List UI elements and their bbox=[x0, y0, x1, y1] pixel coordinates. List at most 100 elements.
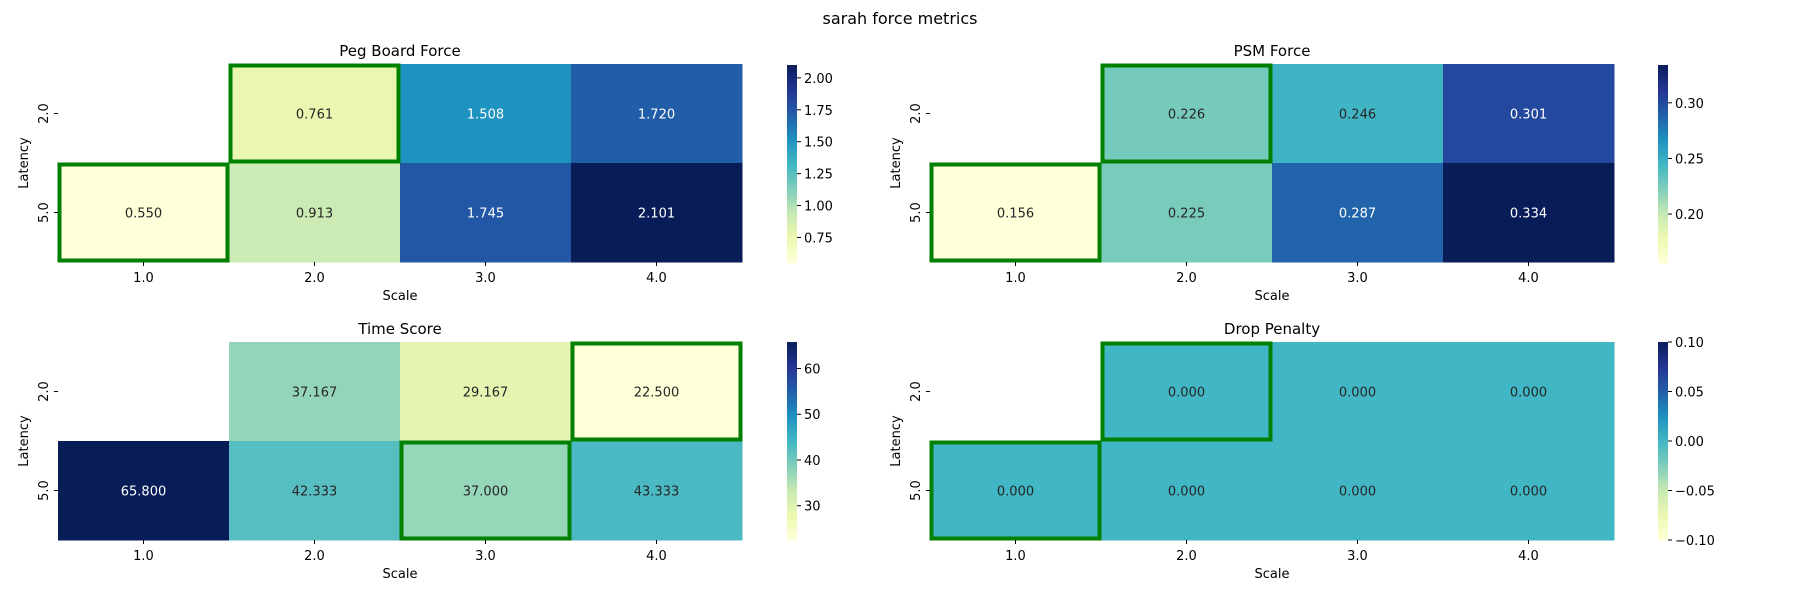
colorbar-segment bbox=[787, 401, 797, 406]
colorbar-segment bbox=[1658, 203, 1668, 208]
cell-label: 0.000 bbox=[1339, 485, 1376, 500]
y-axis-label: Latency bbox=[17, 137, 32, 189]
colorbar-segment bbox=[1658, 65, 1668, 69]
colorbar-segment bbox=[787, 421, 797, 426]
heatmap-cell bbox=[1272, 441, 1444, 541]
colorbar-segment bbox=[787, 104, 797, 109]
colorbar-segment bbox=[1658, 101, 1668, 106]
colorbar-segment bbox=[1658, 147, 1668, 152]
colorbar-segment bbox=[1658, 140, 1668, 145]
colorbar-segment bbox=[787, 140, 797, 145]
colorbar-segment bbox=[787, 437, 797, 442]
y-tick-label: 2.0 bbox=[909, 103, 924, 124]
cell-label: 0.301 bbox=[1510, 108, 1547, 123]
heatmap-panel: Drop Penalty 0.000 0.000 0.000 0.000 0.000 0.0… bbox=[889, 320, 1715, 582]
colorbar-segment bbox=[787, 384, 797, 389]
colorbar-tick-label: 0.30 bbox=[1675, 97, 1704, 112]
colorbar-segment bbox=[787, 239, 797, 244]
colorbar-segment bbox=[1658, 441, 1668, 445]
cell-label: 0.000 bbox=[1339, 386, 1376, 401]
y-axis-label: Latency bbox=[889, 415, 904, 467]
colorbar-segment bbox=[1658, 510, 1668, 515]
colorbar-segment bbox=[1658, 404, 1668, 409]
cell-label: 29.167 bbox=[463, 386, 509, 401]
highlight-box bbox=[399, 440, 572, 541]
colorbar-segment bbox=[787, 210, 797, 215]
colorbar-tick-label: 40 bbox=[804, 454, 821, 469]
colorbar-segment bbox=[1658, 345, 1668, 350]
heatmap-cell bbox=[571, 64, 743, 164]
colorbar-tick-label: 1.00 bbox=[804, 200, 833, 215]
colorbar-segment bbox=[787, 223, 797, 228]
highlight-box bbox=[929, 440, 1102, 541]
x-axis-label: Scale bbox=[1255, 567, 1290, 582]
colorbar-segment bbox=[1658, 375, 1668, 379]
heatmap-cell bbox=[571, 441, 743, 541]
colorbar-segment bbox=[1658, 437, 1668, 442]
colorbar-segment bbox=[787, 233, 797, 238]
colorbar-tick-label: 60 bbox=[804, 363, 821, 378]
colorbar-segment bbox=[787, 173, 797, 178]
colorbar-segment bbox=[1658, 164, 1668, 168]
x-tick-label: 4.0 bbox=[1518, 549, 1539, 564]
x-tick-label: 3.0 bbox=[1347, 271, 1368, 286]
colorbar-segment bbox=[787, 150, 797, 155]
colorbar-segment bbox=[1658, 530, 1668, 534]
colorbar-segment bbox=[787, 243, 797, 248]
colorbar-tick-label: 0.10 bbox=[1675, 336, 1704, 351]
colorbar-segment bbox=[1658, 474, 1668, 478]
colorbar-segment bbox=[1658, 394, 1668, 399]
colorbar-segment bbox=[787, 355, 797, 360]
colorbar-segment bbox=[1658, 91, 1668, 96]
colorbar-segment bbox=[1658, 259, 1668, 264]
cell-label: 0.913 bbox=[296, 207, 333, 222]
colorbar-tick-label: 30 bbox=[804, 500, 821, 515]
cell-label: 1.745 bbox=[467, 207, 504, 222]
colorbar-tick-label: 0.20 bbox=[1675, 208, 1704, 223]
heatmap-cell bbox=[571, 342, 743, 442]
colorbar-segment bbox=[787, 391, 797, 396]
colorbar-segment bbox=[1658, 497, 1668, 501]
heatmap-cell bbox=[1101, 64, 1273, 164]
colorbar-segment bbox=[1658, 477, 1668, 482]
colorbar-segment bbox=[787, 507, 797, 511]
colorbar-segment bbox=[787, 206, 797, 211]
heatmap-cell bbox=[229, 163, 401, 263]
heatmap-cell bbox=[1272, 64, 1444, 164]
cell-label: 0.156 bbox=[997, 207, 1034, 222]
colorbar-segment bbox=[787, 68, 797, 73]
colorbar-segment bbox=[787, 193, 797, 198]
colorbar-segment bbox=[1658, 177, 1668, 182]
colorbar-segment bbox=[1658, 249, 1668, 254]
colorbar-segment bbox=[787, 358, 797, 363]
colorbar-segment bbox=[1658, 253, 1668, 257]
colorbar-segment bbox=[787, 74, 797, 79]
colorbar-segment bbox=[1658, 427, 1668, 432]
colorbar-segment bbox=[1658, 124, 1668, 129]
colorbar-segment bbox=[787, 510, 797, 515]
x-tick-label: 4.0 bbox=[646, 271, 667, 286]
colorbar-segment bbox=[787, 497, 797, 501]
colorbar-segment bbox=[1658, 197, 1668, 201]
colorbar-segment bbox=[1658, 187, 1668, 191]
heatmap-panel: PSM Force 0.226 0.246 0.301 0.156 0.225 0.287 0… bbox=[889, 42, 1704, 304]
colorbar-segment bbox=[1658, 398, 1668, 402]
cell-label: 2.101 bbox=[638, 207, 675, 222]
heatmap-cell bbox=[229, 64, 401, 164]
colorbar-segment bbox=[787, 493, 797, 498]
highlight-box bbox=[570, 341, 743, 442]
colorbar-segment bbox=[787, 375, 797, 379]
colorbar-segment bbox=[1658, 520, 1668, 525]
highlight-box bbox=[929, 162, 1102, 263]
heatmap-cell bbox=[229, 441, 401, 541]
y-tick-label: 2.0 bbox=[37, 381, 52, 402]
colorbar-segment bbox=[1658, 523, 1668, 528]
colorbar-segment bbox=[1658, 384, 1668, 389]
x-tick-label: 4.0 bbox=[646, 549, 667, 564]
heatmap-panel: Peg Board Force 0.761 1.508 1.720 0.550 0.913… bbox=[17, 42, 833, 304]
x-tick-label: 4.0 bbox=[1518, 271, 1539, 286]
colorbar-segment bbox=[1658, 220, 1668, 224]
colorbar-segment bbox=[787, 117, 797, 122]
colorbar-segment bbox=[787, 236, 797, 241]
